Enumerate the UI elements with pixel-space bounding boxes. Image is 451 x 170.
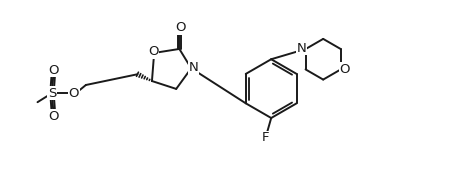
Text: N: N (296, 42, 306, 55)
Text: F: F (262, 131, 269, 144)
Text: O: O (147, 45, 158, 58)
Text: N: N (188, 61, 198, 74)
Text: O: O (338, 63, 349, 76)
Text: S: S (48, 87, 56, 100)
Text: O: O (68, 87, 79, 100)
Text: O: O (48, 110, 59, 123)
Text: O: O (175, 21, 185, 34)
Text: O: O (48, 64, 59, 76)
